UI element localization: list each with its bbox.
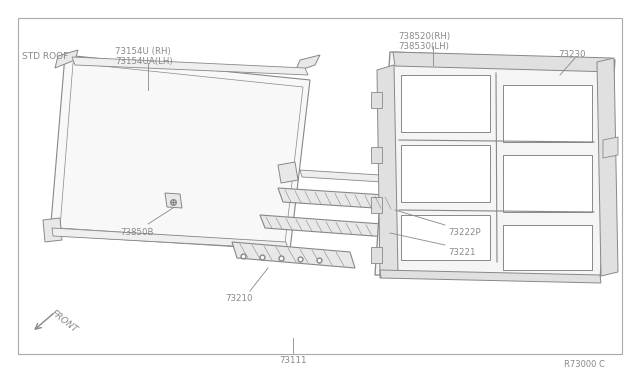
Text: 73111: 73111 — [279, 356, 307, 365]
Polygon shape — [371, 147, 382, 163]
Polygon shape — [300, 170, 382, 182]
Polygon shape — [401, 145, 490, 202]
Polygon shape — [55, 50, 78, 68]
Polygon shape — [232, 242, 355, 268]
Polygon shape — [52, 228, 288, 249]
Polygon shape — [371, 247, 382, 263]
Polygon shape — [371, 197, 382, 213]
Polygon shape — [260, 215, 387, 237]
Text: 73221: 73221 — [448, 248, 476, 257]
Polygon shape — [375, 52, 615, 280]
Polygon shape — [401, 75, 490, 132]
Text: 73154U (RH)
73154UA(LH): 73154U (RH) 73154UA(LH) — [115, 47, 173, 66]
Text: 738520(RH)
738530(LH): 738520(RH) 738530(LH) — [398, 32, 450, 51]
Polygon shape — [371, 92, 382, 108]
Polygon shape — [278, 162, 298, 183]
Text: STD ROOF: STD ROOF — [22, 52, 68, 61]
Polygon shape — [393, 52, 614, 72]
Polygon shape — [597, 58, 618, 276]
Polygon shape — [503, 155, 592, 212]
Text: FRONT: FRONT — [50, 308, 80, 334]
Polygon shape — [503, 225, 592, 270]
Polygon shape — [503, 85, 592, 142]
Polygon shape — [603, 137, 618, 158]
Polygon shape — [72, 57, 308, 75]
Polygon shape — [50, 55, 310, 250]
Text: 73230: 73230 — [558, 50, 586, 59]
Polygon shape — [278, 188, 405, 210]
Polygon shape — [165, 193, 182, 208]
Text: 73850B: 73850B — [120, 228, 154, 237]
Polygon shape — [401, 215, 490, 260]
Text: R73000 C: R73000 C — [564, 360, 605, 369]
Text: 73210: 73210 — [225, 294, 253, 303]
Polygon shape — [43, 218, 62, 242]
Polygon shape — [377, 65, 398, 278]
Text: 73222P: 73222P — [448, 228, 481, 237]
Polygon shape — [380, 270, 601, 283]
Polygon shape — [295, 55, 320, 72]
